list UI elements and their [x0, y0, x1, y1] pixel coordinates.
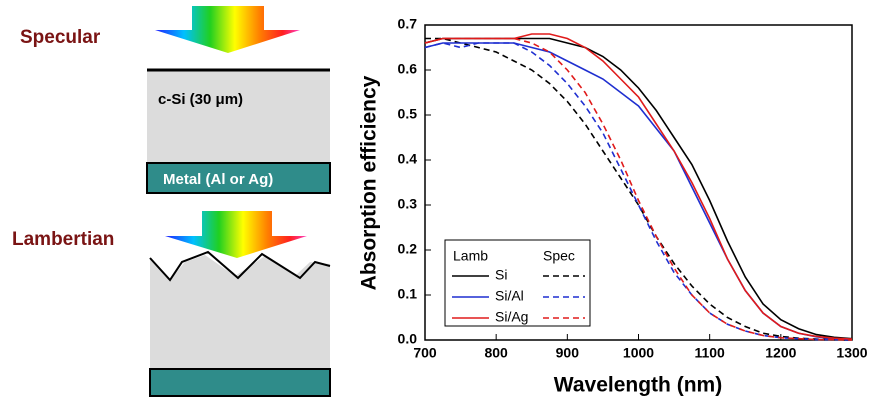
x-tick-label: 800: [484, 345, 508, 361]
x-tick-label: 1300: [836, 345, 867, 361]
y-axis-label: Absorption efficiency: [358, 75, 381, 290]
chart: Wavelength (nm) Absorption efficiency 70…: [358, 16, 868, 397]
y-tick-label: 0.1: [398, 286, 418, 302]
legend-label: Si: [495, 267, 507, 283]
y-tick-label: 0.5: [398, 106, 418, 122]
y-tick-label: 0.4: [398, 151, 418, 167]
y-tick-label: 0.2: [398, 241, 418, 257]
label-specular: Specular: [20, 27, 101, 48]
legend-title: Lamb: [453, 248, 488, 264]
si-layer: [147, 70, 330, 163]
label-metal: Metal (Al or Ag): [163, 171, 273, 188]
x-tick-label: 1000: [623, 345, 654, 361]
label-layer: c-Si (30 μm): [158, 91, 243, 108]
legend-label: Si/Ag: [495, 309, 528, 325]
y-tick-label: 0.3: [398, 196, 418, 212]
si-layer: [150, 255, 330, 370]
light-arrow: [165, 211, 307, 258]
series-line: [424, 37, 853, 341]
series-line: [425, 37, 853, 341]
x-axis-label: Wavelength (nm): [554, 374, 722, 397]
y-tick-label: 0.0: [398, 331, 418, 347]
metal-layer: [146, 162, 331, 194]
label-lambertian: Lambertian: [12, 229, 114, 250]
x-tick-label: 700: [413, 345, 437, 361]
legend-label: Si/Al: [495, 288, 524, 304]
x-tick-label: 1100: [694, 345, 725, 361]
legend-box: [444, 239, 591, 327]
light-arrow: [155, 6, 300, 53]
x-tick-label: 1200: [765, 345, 796, 361]
x-tick-label: 900: [556, 345, 580, 361]
y-tick-label: 0.7: [398, 16, 418, 32]
diagram: Specular c-Si (30 μm) Metal (Al or Ag) L…: [12, 6, 331, 397]
legend-title: Spec: [543, 248, 575, 264]
metal-layer: [149, 368, 331, 397]
series-line: [424, 42, 853, 341]
y-tick-label: 0.6: [398, 61, 418, 77]
textured-surface: [149, 250, 331, 282]
